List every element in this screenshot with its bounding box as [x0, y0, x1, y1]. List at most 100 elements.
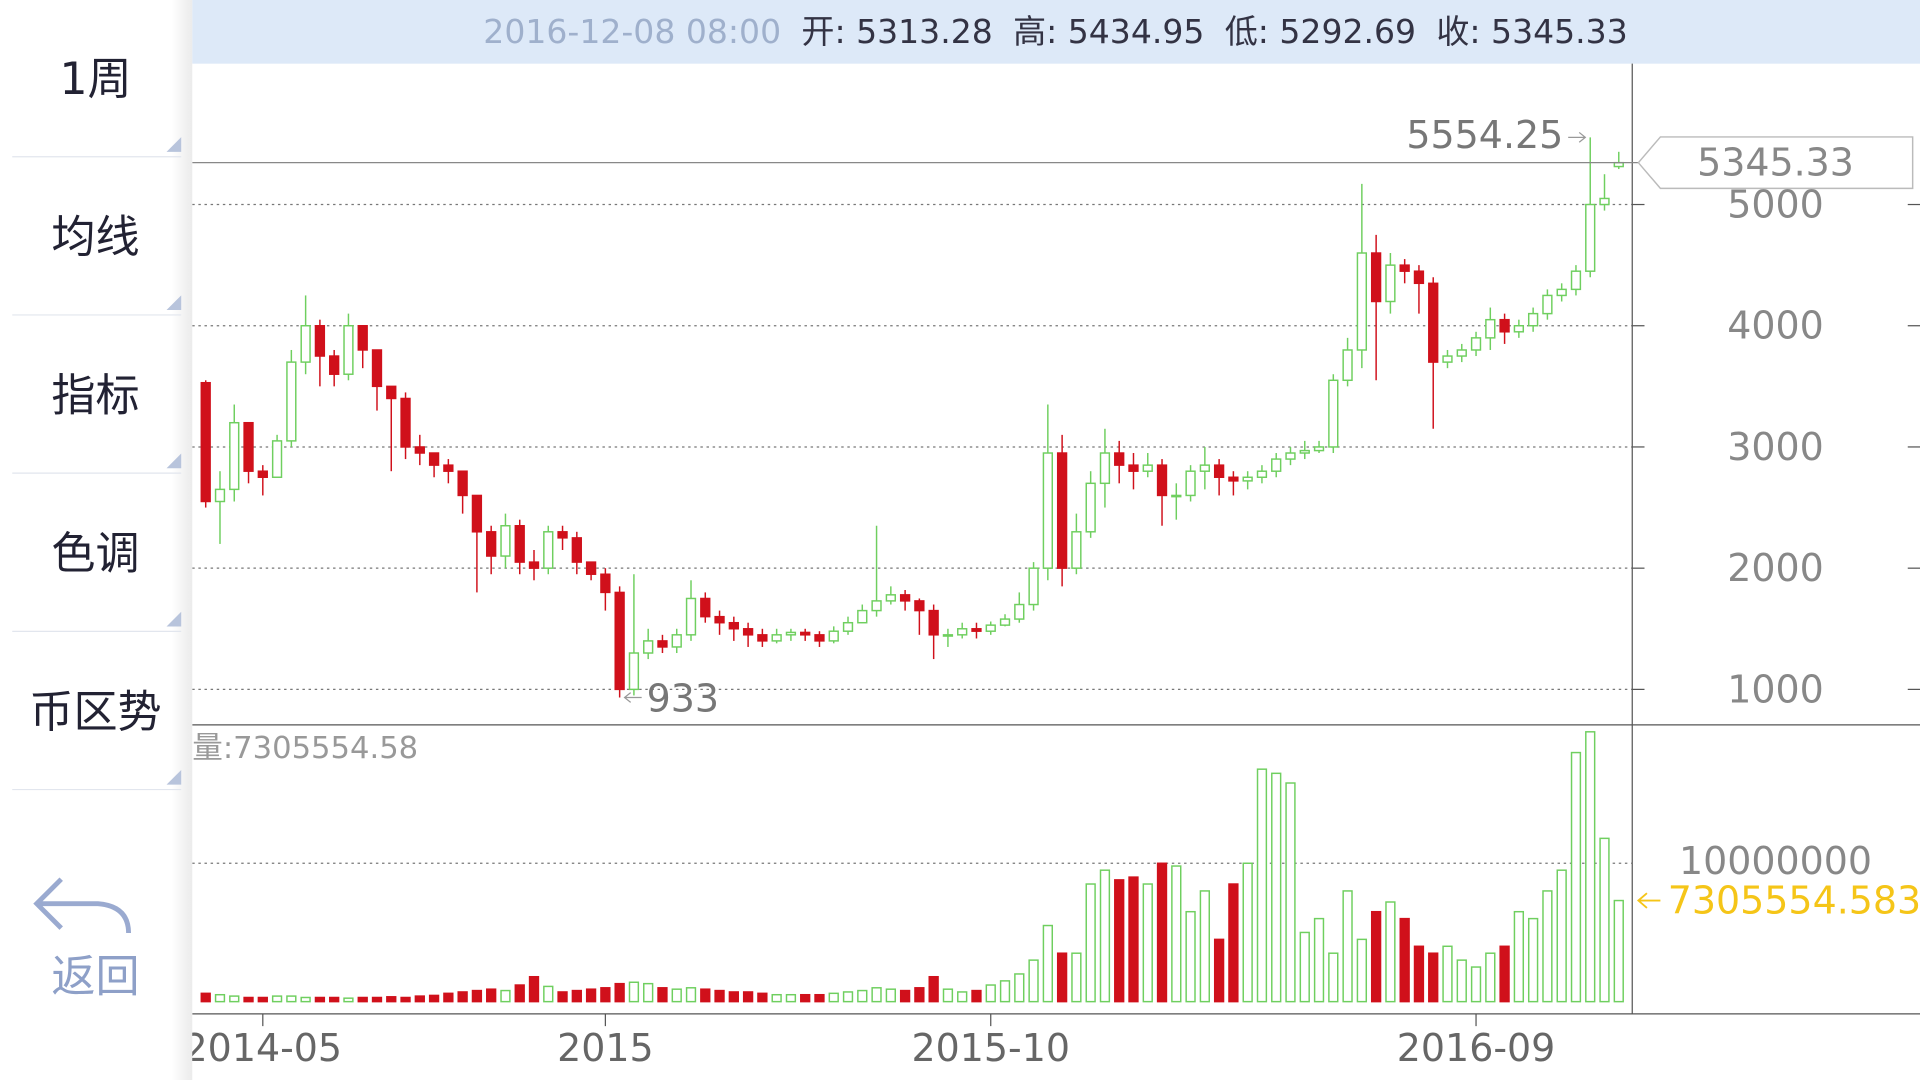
volume-bar: [914, 987, 925, 1003]
volume-bar: [885, 988, 896, 1003]
candle-body: [857, 609, 868, 624]
volume-bar: [457, 991, 468, 1003]
max-label: 5554.25: [1406, 113, 1563, 157]
candle-body: [543, 531, 554, 569]
candle-body: [742, 628, 754, 636]
candle-body: [842, 621, 854, 632]
volume-bar: [971, 989, 982, 1003]
candle-body: [1485, 318, 1496, 339]
candle-body: [1256, 470, 1268, 478]
volume-bar: [414, 995, 425, 1003]
volume-bar: [1599, 837, 1610, 1003]
volume-bar: [1613, 899, 1624, 1003]
candle-body: [999, 618, 1011, 626]
volume-bar: [1071, 952, 1082, 1003]
candle-body: [300, 325, 311, 363]
menu-item[interactable]: 指标: [51, 370, 139, 421]
volume-bar: [643, 982, 654, 1003]
candle-body: [457, 470, 468, 497]
volume-bar: [1470, 966, 1482, 1003]
volume-bar: [500, 989, 511, 1003]
volume-bar: [857, 989, 868, 1003]
candle-body: [1470, 337, 1482, 351]
candle-body: [942, 634, 954, 637]
menu-item[interactable]: 1周: [59, 54, 131, 105]
candle-body: [1499, 318, 1510, 333]
volume-bar: [1413, 945, 1425, 1003]
candle-body: [957, 628, 968, 636]
candle-body: [1442, 355, 1453, 363]
volume-bar: [571, 989, 582, 1003]
candle-body: [1128, 464, 1139, 472]
back-button[interactable]: 返回: [51, 952, 139, 1003]
volume-bar: [1056, 952, 1068, 1003]
candle-body: [728, 621, 739, 630]
volume-bar: [1099, 869, 1111, 1003]
candle-body: [443, 464, 454, 472]
volume-bar: [928, 975, 939, 1003]
candle-body: [757, 634, 768, 642]
volume-bar: [800, 993, 811, 1003]
candle-body: [1370, 252, 1382, 303]
volume-bar: [999, 980, 1011, 1003]
candle-body: [828, 630, 839, 642]
volume-bar: [828, 992, 839, 1003]
candle-body: [871, 600, 882, 612]
candle-body: [585, 561, 597, 575]
volume-bar: [1313, 917, 1325, 1003]
candle-body: [1328, 379, 1339, 448]
volume-bar: [814, 993, 825, 1003]
candle-body: [1171, 494, 1182, 498]
candle-body: [1342, 349, 1353, 382]
candle-body: [785, 631, 797, 636]
volume-bar: [343, 997, 354, 1003]
y-tick-label: 5000: [1727, 182, 1824, 226]
volume-bar: [1428, 952, 1439, 1003]
candle-body: [1356, 252, 1368, 351]
volume-bar: [1442, 945, 1453, 1003]
volume-bar: [1256, 768, 1268, 1003]
volume-bar: [842, 991, 854, 1003]
candle-body: [657, 640, 668, 648]
candle-body: [899, 594, 911, 602]
candle-body: [928, 609, 939, 636]
candle-body: [643, 640, 654, 654]
volume-bar: [386, 996, 397, 1003]
candle-body: [1399, 264, 1410, 272]
last-volume-label: 7305554.583: [1668, 878, 1920, 922]
candle-body: [571, 537, 582, 563]
volume-bar: [1285, 782, 1296, 1003]
candle-body: [814, 634, 825, 642]
candle-body: [1428, 282, 1439, 363]
back-icon[interactable]: [33, 877, 132, 934]
volume-bar: [942, 988, 954, 1003]
sidebar-bg: [0, 0, 193, 1080]
candle-body: [1185, 470, 1196, 497]
menu-item[interactable]: 均线: [51, 212, 139, 263]
volume-bar: [400, 996, 411, 1003]
volume-title: 量:7305554.58: [192, 731, 418, 766]
candle-body: [386, 385, 397, 400]
candle-body: [357, 325, 368, 351]
candle-body: [1513, 325, 1525, 333]
header-low: 低: 5292.69: [1225, 12, 1416, 51]
candle-body: [1527, 312, 1539, 327]
candle-body: [286, 361, 297, 442]
candle-body: [1242, 476, 1253, 482]
volume-bar: [428, 994, 440, 1003]
candle-body: [329, 355, 340, 375]
candle-body: [214, 488, 226, 503]
candle-body: [486, 531, 497, 557]
volume-bar: [714, 989, 725, 1003]
candle-body: [1570, 270, 1582, 291]
menu-item[interactable]: 币区势: [29, 687, 161, 738]
candle-body: [400, 397, 411, 448]
volume-bar: [785, 993, 797, 1003]
volume-bar: [1028, 959, 1039, 1003]
plot: 1000 2000 3000 4000 5000 10000000 2014-05 2015 2…: [184, 63, 1920, 1070]
candle-body: [271, 440, 283, 478]
candle-body: [614, 591, 625, 691]
menu-item[interactable]: 色调: [51, 529, 139, 580]
volume-bar: [1356, 938, 1368, 1003]
